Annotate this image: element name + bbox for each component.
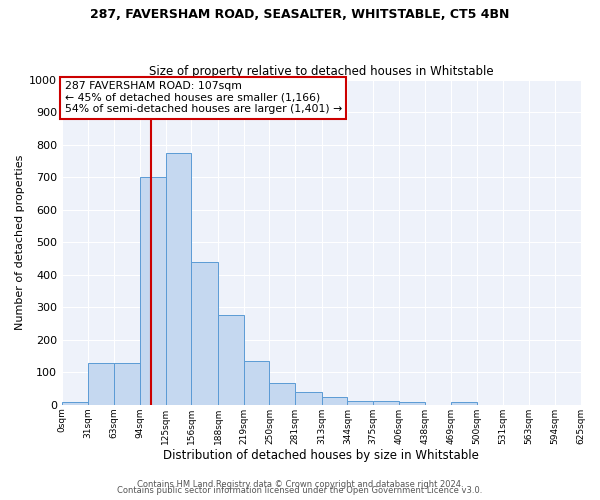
Text: 287, FAVERSHAM ROAD, SEASALTER, WHITSTABLE, CT5 4BN: 287, FAVERSHAM ROAD, SEASALTER, WHITSTAB… <box>91 8 509 20</box>
Bar <box>166 153 191 405</box>
Text: 287 FAVERSHAM ROAD: 107sqm
← 45% of detached houses are smaller (1,166)
54% of s: 287 FAVERSHAM ROAD: 107sqm ← 45% of deta… <box>65 82 342 114</box>
Bar <box>114 363 140 405</box>
Bar <box>191 262 218 405</box>
Bar <box>244 361 269 405</box>
Bar <box>269 382 295 405</box>
Bar <box>140 177 166 405</box>
Bar <box>62 402 88 405</box>
Y-axis label: Number of detached properties: Number of detached properties <box>15 154 25 330</box>
Bar <box>218 316 244 405</box>
Bar <box>295 392 322 405</box>
Bar <box>347 400 373 405</box>
Bar <box>88 363 114 405</box>
Bar <box>373 400 399 405</box>
Bar <box>451 402 477 405</box>
Bar <box>399 402 425 405</box>
Title: Size of property relative to detached houses in Whitstable: Size of property relative to detached ho… <box>149 66 494 78</box>
Text: Contains HM Land Registry data © Crown copyright and database right 2024.: Contains HM Land Registry data © Crown c… <box>137 480 463 489</box>
Bar <box>322 396 347 405</box>
X-axis label: Distribution of detached houses by size in Whitstable: Distribution of detached houses by size … <box>163 450 479 462</box>
Text: Contains public sector information licensed under the Open Government Licence v3: Contains public sector information licen… <box>118 486 482 495</box>
